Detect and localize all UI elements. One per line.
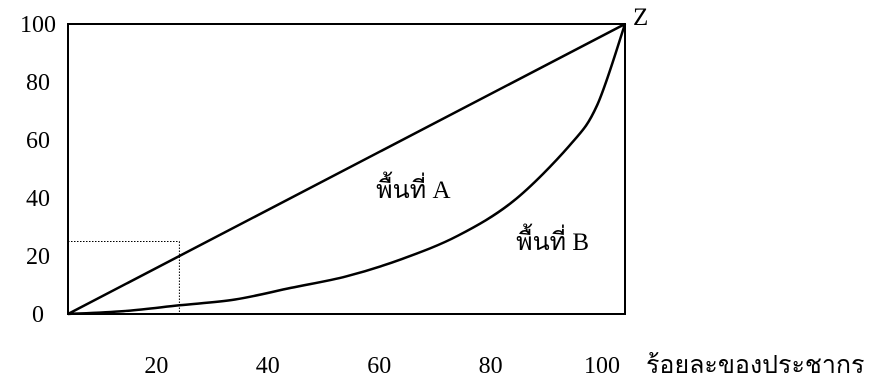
annotation-label: Z [633,4,648,31]
x-tick-label: 60 [367,353,391,379]
y-tick-label: 100 [20,12,56,38]
lorenz-curve [67,23,627,316]
annotation-label: พื้นที่ A [376,171,450,204]
y-tick-label: 0 [32,302,44,328]
y-tick-label: 60 [26,128,50,154]
y-tick-label: 80 [26,70,50,96]
y-tick-label: 40 [26,186,50,212]
guide-lines [68,241,180,314]
y-tick-labels: 0 20 40 60 80 100 [20,12,56,328]
annotation-label: พื้นที่ B [516,223,589,256]
x-tick-labels: 20 40 60 80 100 [144,353,620,379]
x-tick-label: 40 [256,353,280,379]
annotations: พื้นที่ A พื้นที่ B Z [376,4,648,256]
y-tick-label: 20 [26,244,50,270]
plot-frame [67,23,626,315]
x-tick-label: 80 [479,353,503,379]
series-layer [67,22,627,316]
x-axis-title: ร้อยละของประชากร [646,352,864,379]
x-tick-label: 100 [584,353,620,379]
x-tick-label: 20 [144,353,168,379]
equality-line [67,22,626,316]
